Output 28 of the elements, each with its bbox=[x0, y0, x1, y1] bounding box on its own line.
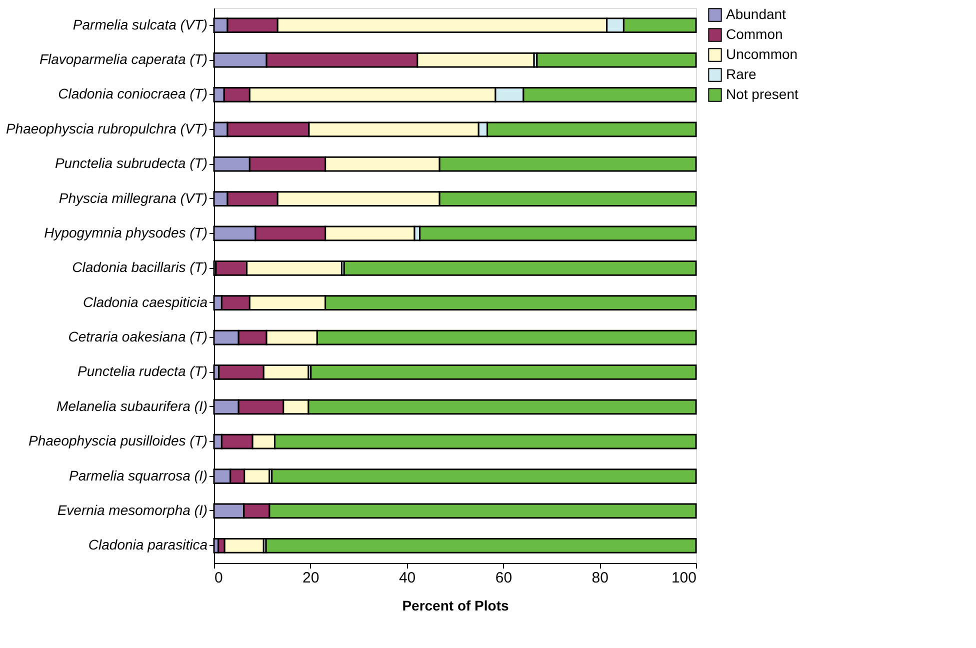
y-tick-label: Cladonia parasitica bbox=[88, 536, 208, 553]
legend-label: Abundant bbox=[726, 6, 786, 22]
x-tick-label: 20 bbox=[302, 570, 320, 586]
y-tick-label: Hypogymnia physodes (T) bbox=[44, 224, 208, 240]
x-tick-label: 80 bbox=[592, 570, 608, 586]
y-tick-label: Flavoparmelia caperata (T) bbox=[39, 51, 208, 68]
legend-label: Common bbox=[726, 26, 783, 42]
x-tick-label: 0 bbox=[214, 570, 223, 586]
legend-label: Not present bbox=[726, 86, 798, 102]
legend-label: Rare bbox=[726, 66, 757, 82]
y-tick-label: Cladonia caespiticia bbox=[82, 294, 208, 310]
y-tick-label: Cladonia coniocraea (T) bbox=[58, 86, 208, 102]
y-tick-label: Physcia millegrana (VT) bbox=[58, 190, 208, 206]
y-tick-label: Punctelia subrudecta (T) bbox=[54, 155, 208, 172]
y-tick-label: Phaeophyscia pusilloides (T) bbox=[28, 432, 208, 449]
y-tick-label: Cetraria oakesiana (T) bbox=[68, 328, 208, 345]
y-tick-label: Parmelia sulcata (VT) bbox=[72, 16, 208, 32]
y-tick-label: Punctelia rudecta (T) bbox=[78, 363, 208, 380]
x-tick-label: 100 bbox=[671, 570, 696, 586]
x-axis-title: Percent of Plots bbox=[402, 598, 509, 614]
y-tick-label: Cladonia bacillaris (T) bbox=[72, 259, 208, 276]
y-tick-label: Parmelia squarrosa (I) bbox=[69, 467, 208, 484]
x-tick-label: 40 bbox=[398, 570, 416, 586]
y-tick-label: Phaeophyscia rubropulchra (VT) bbox=[6, 120, 208, 136]
x-tick-label: 60 bbox=[495, 570, 512, 586]
legend-label: Uncommon bbox=[726, 46, 798, 62]
y-tick-label: Melanelia subaurifera (I) bbox=[56, 398, 208, 414]
y-tick-label: Evernia mesomorpha (I) bbox=[57, 502, 208, 518]
